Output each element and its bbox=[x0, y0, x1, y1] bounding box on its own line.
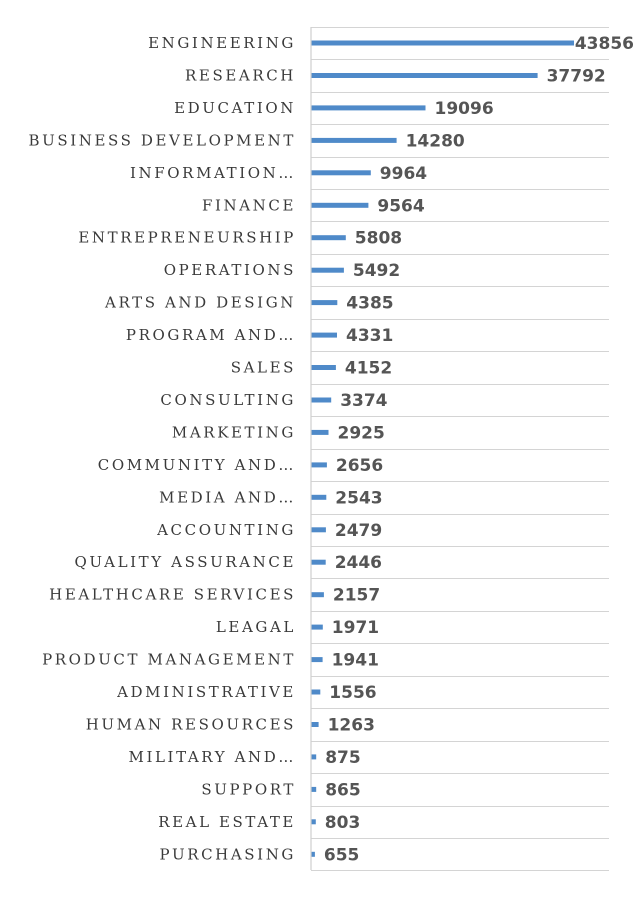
bar bbox=[311, 429, 329, 435]
value-label: 2446 bbox=[335, 553, 382, 573]
category-label: CONSULTING bbox=[160, 391, 296, 409]
value-label: 803 bbox=[325, 813, 361, 833]
category-label: ENGINEERING bbox=[148, 34, 296, 52]
bar bbox=[311, 592, 324, 598]
bar bbox=[311, 462, 327, 468]
value-label: 2543 bbox=[335, 488, 382, 508]
value-label: 1941 bbox=[332, 651, 379, 671]
category-label: REAL ESTATE bbox=[158, 813, 296, 831]
category-label: LEAGAL bbox=[216, 618, 296, 636]
value-label: 2157 bbox=[333, 586, 380, 606]
category-label: SUPPORT bbox=[201, 780, 296, 798]
value-label: 2656 bbox=[336, 456, 383, 476]
value-label: 3374 bbox=[340, 391, 387, 411]
category-label: ENTREPRENEURSHIP bbox=[78, 229, 296, 247]
bar bbox=[311, 494, 327, 500]
category-label: FINANCE bbox=[202, 196, 296, 214]
bar bbox=[311, 365, 336, 370]
value-label: 4331 bbox=[346, 326, 393, 346]
category-label: QUALITY ASSURANCE bbox=[74, 553, 296, 571]
bar bbox=[311, 397, 332, 403]
category-label: PURCHASING bbox=[160, 845, 296, 863]
bar bbox=[311, 527, 326, 533]
category-label: PROGRAM AND… bbox=[126, 326, 296, 344]
category-label: MILITARY AND… bbox=[129, 748, 296, 766]
bar bbox=[311, 559, 326, 565]
bar bbox=[311, 202, 369, 208]
category-label: RESEARCH bbox=[185, 67, 296, 85]
value-label: 9564 bbox=[377, 196, 424, 216]
bar bbox=[311, 235, 346, 241]
value-label: 875 bbox=[325, 748, 361, 768]
value-label: 43856 bbox=[575, 34, 634, 54]
value-label: 5492 bbox=[353, 261, 400, 281]
category-label: BUSINESS DEVELOPMENT bbox=[28, 131, 296, 149]
category-label: ACCOUNTING bbox=[156, 521, 296, 539]
category-label: HUMAN RESOURCES bbox=[86, 716, 296, 734]
bar bbox=[311, 722, 319, 727]
category-label: OPERATIONS bbox=[164, 261, 296, 279]
category-label: PRODUCT MANAGEMENT bbox=[42, 651, 296, 669]
value-label: 9964 bbox=[380, 164, 427, 184]
bar bbox=[311, 689, 321, 695]
bar bbox=[311, 332, 337, 338]
category-label: MEDIA AND… bbox=[159, 488, 296, 506]
category-label: SALES bbox=[231, 359, 296, 377]
category-label: HEALTHCARE SERVICES bbox=[49, 586, 296, 604]
bar bbox=[311, 73, 538, 78]
bar bbox=[311, 786, 317, 792]
value-label: 14280 bbox=[406, 131, 465, 151]
gridlines bbox=[311, 27, 609, 871]
value-label: 1263 bbox=[328, 716, 375, 736]
bar bbox=[311, 300, 338, 306]
bar bbox=[311, 40, 574, 46]
category-labels: ENGINEERING RESEARCH EDUCATION BUSINESS DEV… bbox=[28, 34, 296, 863]
value-label: 865 bbox=[325, 780, 361, 800]
value-label: 37792 bbox=[547, 67, 606, 87]
value-label: 4152 bbox=[345, 359, 392, 379]
value-label: 4385 bbox=[346, 294, 393, 314]
value-label: 1556 bbox=[329, 683, 376, 703]
value-labels: 43856 37792 19096 14280 9964 9564 5808 5492 4385… bbox=[324, 34, 634, 865]
value-label: 655 bbox=[324, 845, 360, 865]
bar bbox=[311, 105, 426, 111]
bar bbox=[311, 624, 323, 630]
bar bbox=[311, 267, 344, 273]
bars bbox=[311, 40, 574, 857]
category-label: INFORMATION… bbox=[130, 164, 296, 182]
value-label: 2479 bbox=[335, 521, 382, 541]
value-label: 2925 bbox=[338, 423, 385, 443]
bar bbox=[311, 137, 397, 143]
category-label: ARTS AND DESIGN bbox=[104, 294, 296, 312]
value-label: 5808 bbox=[355, 229, 402, 249]
value-label: 1971 bbox=[332, 618, 379, 638]
category-label: MARKETING bbox=[172, 423, 296, 441]
bar bbox=[311, 754, 317, 760]
category-label: COMMUNITY AND… bbox=[98, 456, 296, 474]
bar bbox=[311, 657, 323, 663]
value-label: 19096 bbox=[435, 99, 494, 119]
category-label: EDUCATION bbox=[174, 99, 296, 117]
category-label: ADMINISTRATIVE bbox=[116, 683, 296, 701]
bar bbox=[311, 851, 315, 857]
bar bbox=[311, 819, 316, 825]
bar bbox=[311, 170, 371, 176]
